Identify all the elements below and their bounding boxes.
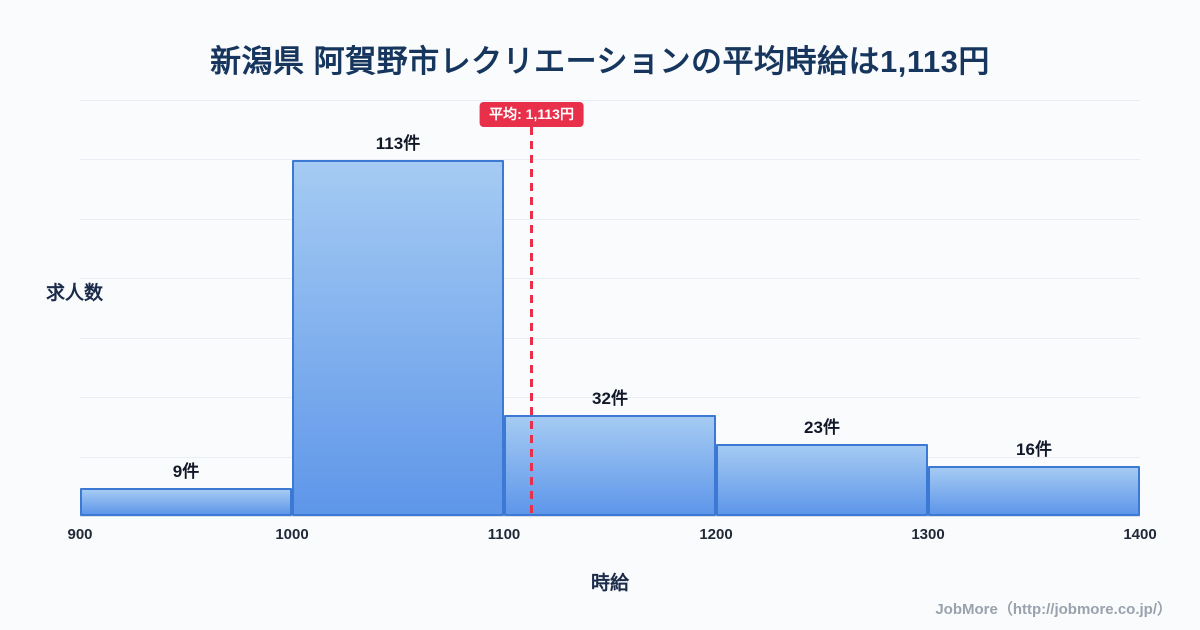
gridline [80, 218, 1140, 220]
gridline [80, 100, 1140, 101]
x-tick-label: 1000 [275, 526, 309, 543]
histogram-bar [292, 159, 504, 516]
histogram-bar [80, 487, 292, 516]
bar-count-label: 9件 [172, 461, 200, 481]
page-title: 新潟県 阿賀野市レクリエーションの平均時給は1,113円 [210, 44, 990, 79]
x-tick-label: 900 [67, 526, 93, 543]
gridline [80, 397, 1140, 399]
bar-count-label: 32件 [592, 389, 628, 409]
x-tick-label: 1300 [911, 526, 945, 543]
x-axis-ticks: 900 1000 1100 1200 1300 1400 [67, 526, 1156, 546]
bar-count-label: 16件 [1016, 439, 1052, 459]
y-axis-label: 求人数 [46, 283, 104, 304]
gridline [80, 337, 1140, 339]
footer-credit: JobMore（http://jobmore.co.jp/） [935, 601, 1172, 618]
x-axis-label: 時給 [590, 573, 629, 594]
x-tick-label: 1100 [487, 526, 521, 543]
histogram-bar [716, 443, 928, 516]
bar-count-label: 23件 [804, 417, 840, 437]
x-tick-label: 1400 [1123, 526, 1157, 543]
gridline [80, 159, 1140, 161]
plot-area: 平均: 1,113円 9件 113件 32件 23件 16件 [80, 100, 1140, 517]
x-tick-label: 1200 [699, 526, 733, 543]
histogram-bar [504, 415, 716, 516]
gridline [80, 278, 1140, 280]
bar-count-label: 113件 [375, 133, 421, 153]
average-line [530, 127, 534, 516]
histogram-bar [928, 465, 1140, 516]
average-badge: 平均: 1,113円 [479, 102, 584, 127]
